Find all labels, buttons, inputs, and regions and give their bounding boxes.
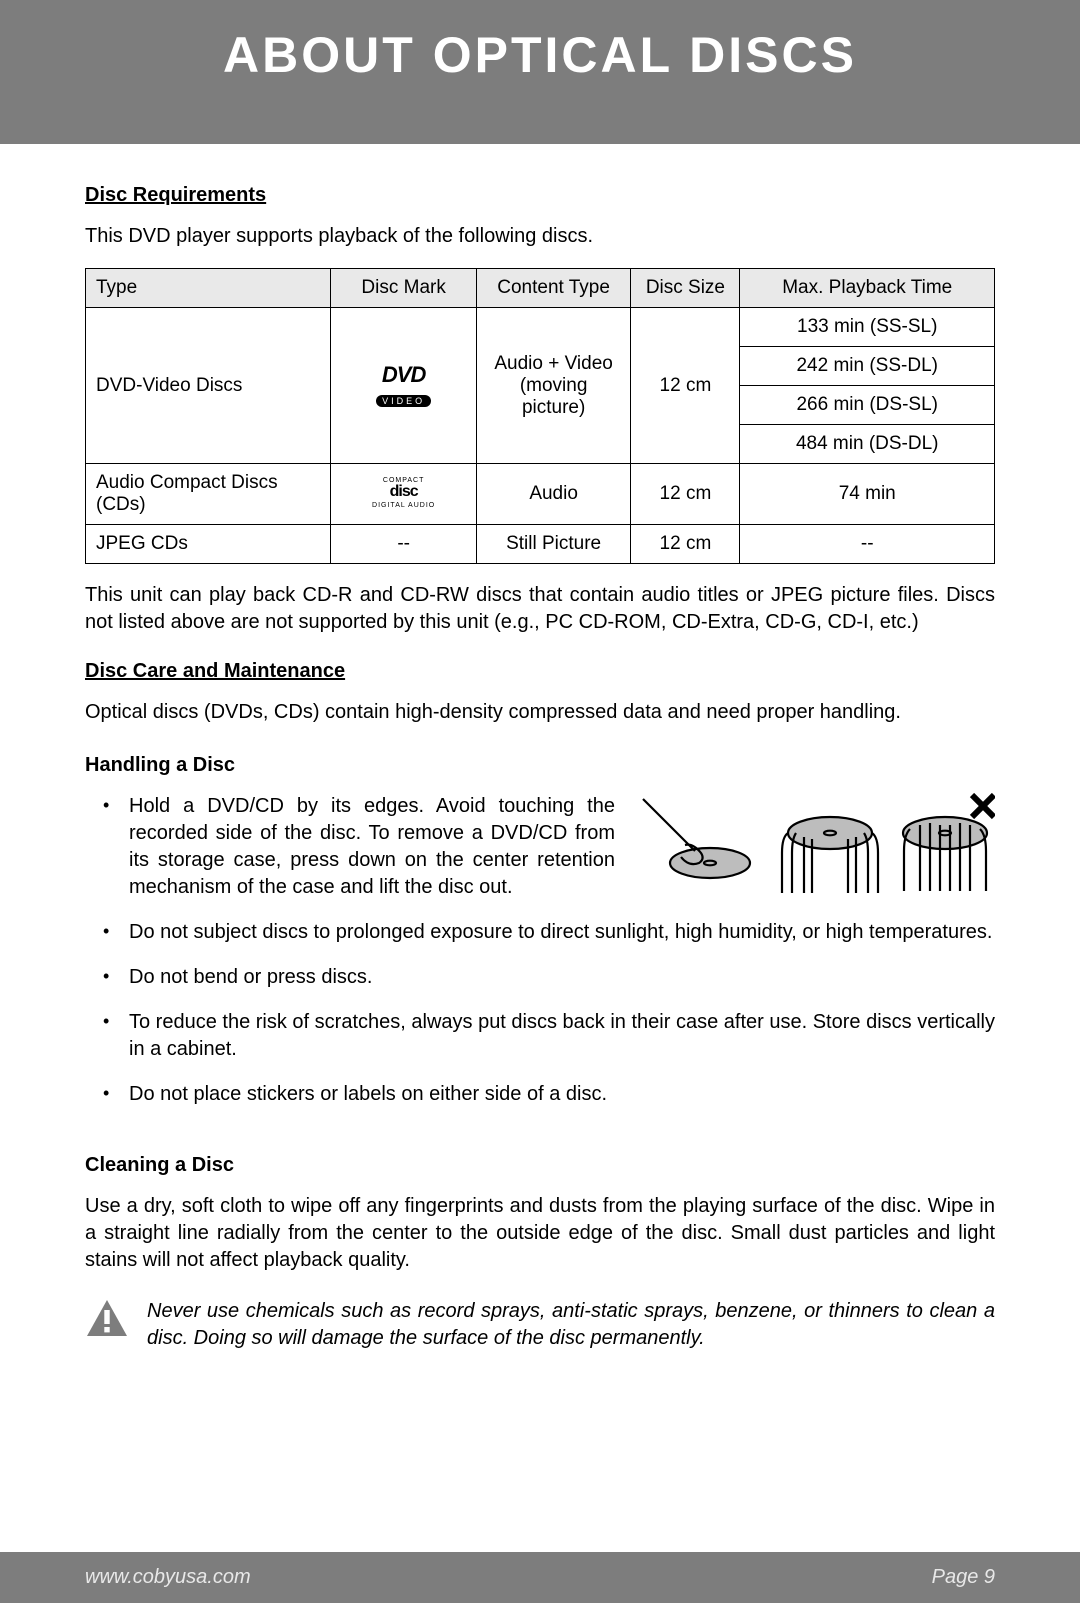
- list-item: Do not bend or press discs.: [85, 964, 995, 991]
- cell-dvd-time-1: 242 min (SS-DL): [740, 347, 995, 386]
- warning-icon: [85, 1298, 129, 1344]
- table-header-row: Type Disc Mark Content Type Disc Size Ma…: [86, 269, 995, 308]
- table-row: Audio Compact Discs (CDs) COMPACTdiscDIG…: [86, 464, 995, 525]
- cell-jpeg-content: Still Picture: [476, 525, 631, 564]
- section-heading-care: Disc Care and Maintenance: [85, 660, 995, 683]
- cell-cd-content: Audio: [476, 464, 631, 525]
- cell-cd-time: 74 min: [740, 464, 995, 525]
- handling-block: Hold a DVD/CD by its edges. Avoid touchi…: [85, 793, 995, 1126]
- cleaning-text: Use a dry, soft cloth to wipe off any fi…: [85, 1193, 995, 1274]
- cell-dvd-time-2: 266 min (DS-SL): [740, 386, 995, 425]
- subheading-cleaning: Cleaning a Disc: [85, 1154, 995, 1177]
- col-type: Type: [86, 269, 331, 308]
- page-title: ABOUT OPTICAL DISCS: [0, 26, 1080, 84]
- cell-dvd-size: 12 cm: [631, 308, 740, 464]
- section-heading-requirements: Disc Requirements: [85, 184, 995, 207]
- page-content: Disc Requirements This DVD player suppor…: [0, 144, 1080, 1392]
- cell-cd-type: Audio Compact Discs (CDs): [86, 464, 331, 525]
- col-mark: Disc Mark: [331, 269, 476, 308]
- handling-list: Hold a DVD/CD by its edges. Avoid touchi…: [85, 793, 995, 901]
- warning-text: Never use chemicals such as record spray…: [147, 1298, 995, 1352]
- cell-jpeg-time: --: [740, 525, 995, 564]
- cell-jpeg-type: JPEG CDs: [86, 525, 331, 564]
- col-maxtime: Max. Playback Time: [740, 269, 995, 308]
- list-item: Do not place stickers or labels on eithe…: [85, 1081, 995, 1108]
- list-item: Do not subject discs to prolonged exposu…: [85, 919, 995, 946]
- page-header: ABOUT OPTICAL DISCS: [0, 0, 1080, 144]
- cell-cd-size: 12 cm: [631, 464, 740, 525]
- cell-dvd-content: Audio + Video (moving picture): [476, 308, 631, 464]
- cd-logo-icon: COMPACTdiscDIGITAL AUDIO: [372, 475, 435, 509]
- cell-cd-mark: COMPACTdiscDIGITAL AUDIO: [331, 464, 476, 525]
- cell-jpeg-mark: --: [331, 525, 476, 564]
- cell-dvd-time-3: 484 min (DS-DL): [740, 425, 995, 464]
- care-intro: Optical discs (DVDs, CDs) contain high-d…: [85, 699, 995, 726]
- col-size: Disc Size: [631, 269, 740, 308]
- cell-jpeg-size: 12 cm: [631, 525, 740, 564]
- spec-table: Type Disc Mark Content Type Disc Size Ma…: [85, 268, 995, 564]
- cell-dvd-type: DVD-Video Discs: [86, 308, 331, 464]
- dvd-logo-icon: DVDVIDEO: [376, 362, 431, 410]
- col-content: Content Type: [476, 269, 631, 308]
- list-item: Hold a DVD/CD by its edges. Avoid touchi…: [85, 793, 995, 901]
- cell-dvd-mark: DVDVIDEO: [331, 308, 476, 464]
- table-row: JPEG CDs -- Still Picture 12 cm --: [86, 525, 995, 564]
- table-row: DVD-Video Discs DVDVIDEO Audio + Video (…: [86, 308, 995, 347]
- requirements-note: This unit can play back CD-R and CD-RW d…: [85, 582, 995, 636]
- warning-row: Never use chemicals such as record spray…: [85, 1298, 995, 1352]
- footer-url: www.cobyusa.com: [85, 1566, 251, 1589]
- cell-dvd-time-0: 133 min (SS-SL): [740, 308, 995, 347]
- requirements-intro: This DVD player supports playback of the…: [85, 223, 995, 250]
- list-item: To reduce the risk of scratches, always …: [85, 1009, 995, 1063]
- page-footer: www.cobyusa.com Page 9: [0, 1552, 1080, 1603]
- subheading-handling: Handling a Disc: [85, 754, 995, 777]
- handling-list-cont: Do not subject discs to prolonged exposu…: [85, 919, 995, 1108]
- footer-page: Page 9: [932, 1566, 995, 1589]
